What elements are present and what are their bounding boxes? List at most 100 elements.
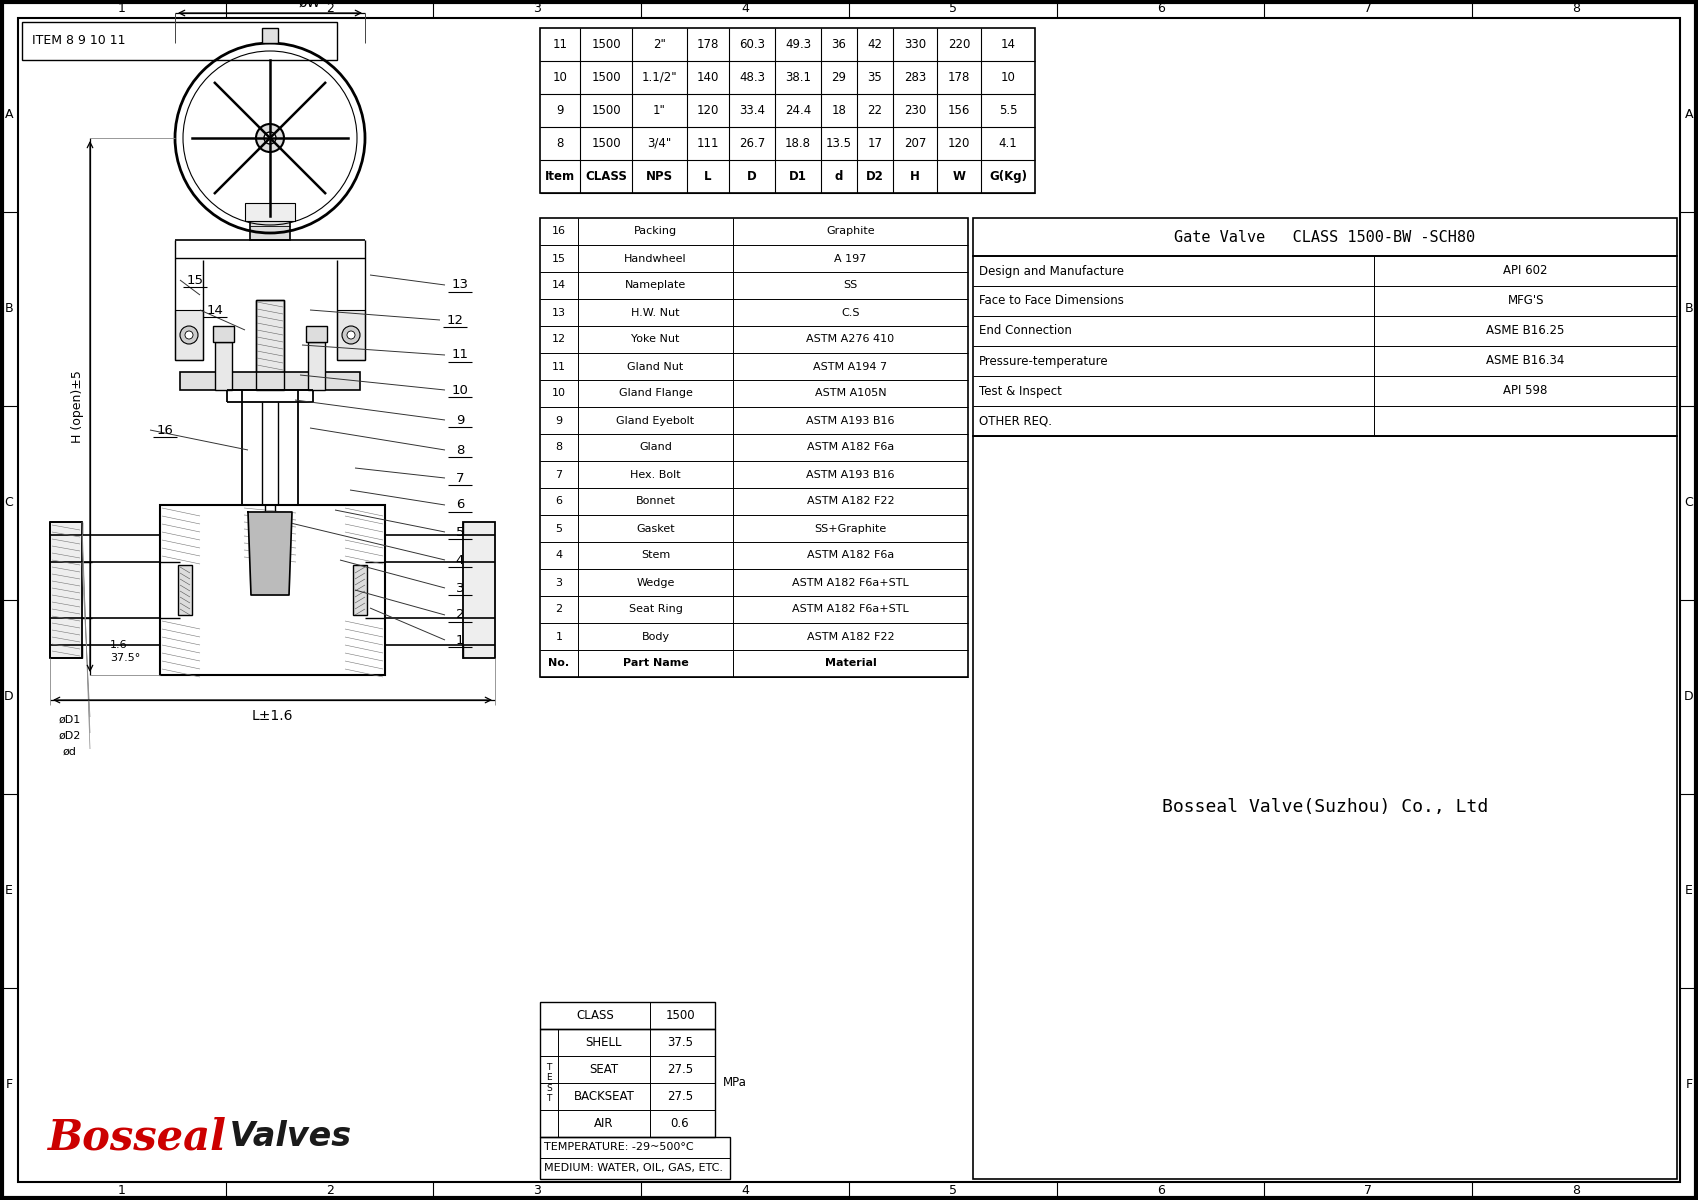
Text: 120: 120 (947, 137, 970, 150)
Text: 330: 330 (903, 38, 925, 50)
Text: NPS: NPS (645, 170, 672, 182)
Text: 37.5: 37.5 (667, 1036, 693, 1049)
Bar (49, 522, 82, 658)
Text: Face to Face Dimensions: Face to Face Dimensions (980, 294, 1124, 307)
Bar (245, 203, 295, 221)
Bar (540, 1002, 715, 1028)
Text: 11: 11 (552, 361, 565, 372)
Bar (261, 28, 278, 43)
Text: 2: 2 (455, 608, 464, 622)
Text: OTHER REQ.: OTHER REQ. (980, 414, 1053, 427)
Text: C: C (5, 497, 14, 510)
Text: API 598: API 598 (1503, 384, 1549, 397)
Circle shape (263, 132, 277, 144)
Text: 27.5: 27.5 (667, 1090, 693, 1103)
Bar (250, 218, 290, 240)
Text: Bosseal: Bosseal (48, 1116, 228, 1158)
Text: 1.6: 1.6 (110, 640, 127, 650)
Text: ASTM A105N: ASTM A105N (815, 389, 886, 398)
Text: T
E
S
T: T E S T (547, 1063, 552, 1103)
Text: 26.7: 26.7 (739, 137, 766, 150)
Text: 7: 7 (555, 469, 562, 480)
Text: 8: 8 (555, 443, 562, 452)
Bar (336, 310, 365, 360)
Polygon shape (248, 512, 292, 595)
Text: 7: 7 (1365, 1184, 1372, 1198)
Text: CLASS: CLASS (576, 1009, 615, 1022)
Text: 207: 207 (903, 137, 925, 150)
Text: BACKSEAT: BACKSEAT (574, 1090, 635, 1103)
Text: øD2: øD2 (59, 731, 82, 740)
Text: H.W. Nut: H.W. Nut (632, 307, 679, 318)
Bar (256, 300, 284, 390)
Text: 13: 13 (552, 307, 565, 318)
Text: 140: 140 (696, 71, 720, 84)
Text: ASTM A193 B16: ASTM A193 B16 (807, 469, 895, 480)
Text: 178: 178 (947, 71, 970, 84)
Text: Nameplate: Nameplate (625, 281, 686, 290)
Text: Packing: Packing (633, 227, 678, 236)
Bar (212, 326, 234, 342)
Text: ASTM A182 F22: ASTM A182 F22 (807, 631, 895, 642)
Text: 4.1: 4.1 (998, 137, 1017, 150)
Text: Gland Nut: Gland Nut (627, 361, 684, 372)
Text: 4: 4 (742, 2, 749, 16)
Text: B: B (1684, 302, 1693, 316)
Bar (973, 218, 1678, 256)
Text: 120: 120 (696, 104, 720, 116)
Text: 10: 10 (552, 71, 567, 84)
Text: 12: 12 (552, 335, 565, 344)
Text: Graphite: Graphite (827, 227, 874, 236)
Text: ASTM A194 7: ASTM A194 7 (813, 361, 888, 372)
Bar (175, 310, 204, 360)
Text: AIR: AIR (594, 1117, 613, 1130)
Text: C: C (1684, 497, 1693, 510)
Bar (180, 372, 360, 390)
Text: CLASS: CLASS (586, 170, 627, 182)
Text: 6: 6 (1156, 1184, 1165, 1198)
Text: 0.6: 0.6 (671, 1117, 689, 1130)
Circle shape (185, 331, 194, 338)
Text: D2: D2 (866, 170, 885, 182)
Text: 42: 42 (868, 38, 883, 50)
Text: 8: 8 (557, 137, 564, 150)
Text: 29: 29 (832, 71, 847, 84)
Text: 18: 18 (832, 104, 846, 116)
Bar (307, 342, 324, 390)
Text: 9: 9 (555, 415, 562, 426)
Text: D: D (3, 690, 14, 703)
Text: 1.1/2": 1.1/2" (642, 71, 678, 84)
Text: 3/4": 3/4" (647, 137, 672, 150)
Text: 7: 7 (455, 472, 464, 485)
Text: 8: 8 (1572, 2, 1581, 16)
Text: 2": 2" (654, 38, 666, 50)
Text: Gland Flange: Gland Flange (618, 389, 693, 398)
Bar (464, 522, 496, 658)
Text: 36: 36 (832, 38, 846, 50)
Text: 2: 2 (326, 1184, 333, 1198)
Text: D: D (747, 170, 757, 182)
Text: 8: 8 (1572, 1184, 1581, 1198)
Text: 27.5: 27.5 (667, 1063, 693, 1076)
Text: 22: 22 (868, 104, 883, 116)
Text: SEAT: SEAT (589, 1063, 618, 1076)
Text: 1500: 1500 (591, 137, 621, 150)
Text: L±1.6: L±1.6 (251, 709, 294, 722)
Bar (216, 342, 233, 390)
Text: Pressure-temperature: Pressure-temperature (980, 354, 1109, 367)
Text: Handwheel: Handwheel (625, 253, 686, 264)
Text: A: A (5, 108, 14, 121)
Text: E: E (5, 884, 14, 898)
Text: Stem: Stem (640, 551, 671, 560)
Text: Gate Valve   CLASS 1500-BW -SCH80: Gate Valve CLASS 1500-BW -SCH80 (1175, 229, 1476, 245)
Text: ASTM A182 F6a+STL: ASTM A182 F6a+STL (793, 577, 908, 588)
Text: 5: 5 (455, 526, 464, 539)
Text: TEMPERATURE: -29~500°C: TEMPERATURE: -29~500°C (543, 1142, 693, 1152)
Text: MEDIUM: WATER, OIL, GAS, ETC.: MEDIUM: WATER, OIL, GAS, ETC. (543, 1164, 723, 1174)
Text: 1: 1 (455, 634, 464, 647)
Text: 14: 14 (1000, 38, 1015, 50)
Text: øW: øW (299, 0, 321, 10)
Text: F: F (1686, 1079, 1693, 1092)
Text: 1500: 1500 (591, 38, 621, 50)
Text: d: d (835, 170, 844, 182)
